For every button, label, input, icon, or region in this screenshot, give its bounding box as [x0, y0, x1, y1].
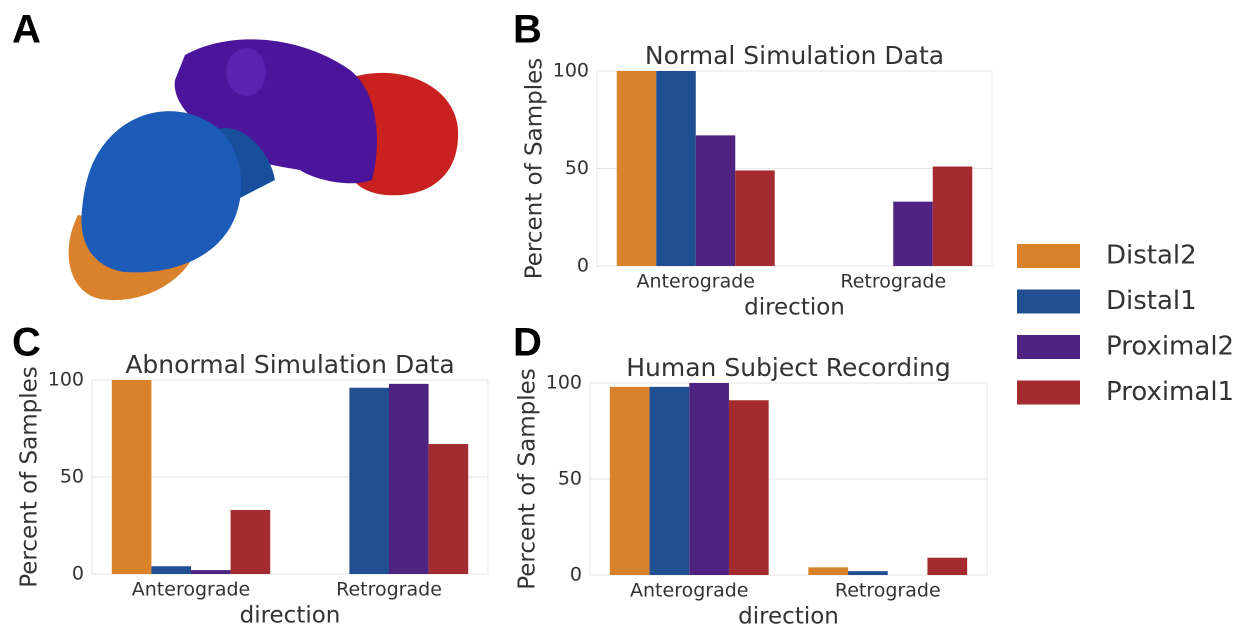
- y-tick-label: 100: [546, 372, 582, 394]
- x-tick-label: Anterograde: [630, 580, 748, 602]
- panel-label: A: [12, 8, 41, 52]
- x-tick-label: Anterograde: [132, 579, 250, 601]
- y-axis-label: Percent of Samples: [522, 58, 548, 280]
- bar: [728, 400, 769, 575]
- legend-label: Distal1: [1106, 286, 1197, 316]
- y-tick-label: 0: [570, 564, 582, 586]
- legend-swatch: [1017, 289, 1080, 314]
- y-tick-label: 0: [577, 255, 589, 277]
- panel-label: C: [12, 321, 41, 365]
- chart-title: Human Subject Recording: [626, 353, 951, 382]
- x-tick-label: Retrograde: [835, 580, 941, 602]
- bar: [349, 387, 389, 574]
- legend-label: Proximal1: [1106, 377, 1234, 407]
- y-tick-label: 50: [60, 466, 84, 488]
- y-tick-label: 50: [558, 468, 582, 490]
- x-tick-label: Retrograde: [840, 271, 946, 293]
- chart-title: Abnormal Simulation Data: [125, 350, 454, 379]
- bar: [111, 380, 152, 574]
- stomach-render: [68, 39, 459, 301]
- bar: [616, 71, 657, 266]
- bar: [649, 386, 690, 575]
- legend-swatch: [1017, 335, 1080, 359]
- legend-label: Distal2: [1106, 241, 1197, 271]
- bar: [389, 383, 429, 574]
- panel-label: D: [513, 321, 542, 365]
- legend-swatch: [1017, 244, 1080, 268]
- bar: [428, 444, 469, 574]
- x-axis-label: direction: [744, 295, 845, 321]
- y-axis-label: Percent of Samples: [17, 366, 43, 588]
- legend-label: Proximal2: [1106, 332, 1234, 362]
- bar: [808, 567, 849, 575]
- y-tick-label: 100: [553, 60, 589, 82]
- bar: [893, 201, 933, 266]
- bar: [151, 566, 191, 574]
- panel-label: B: [513, 8, 542, 52]
- x-tick-label: Anterograde: [637, 271, 755, 293]
- bar: [735, 170, 775, 266]
- bar: [848, 571, 888, 575]
- bar: [191, 570, 231, 574]
- y-tick-label: 100: [48, 369, 84, 391]
- x-axis-label: direction: [240, 603, 341, 628]
- bar: [609, 386, 650, 575]
- y-tick-label: 50: [565, 157, 589, 179]
- x-axis-label: direction: [738, 604, 839, 628]
- chart-title: Normal Simulation Data: [645, 41, 944, 70]
- bar: [932, 166, 973, 266]
- bar: [695, 135, 736, 266]
- bar: [927, 557, 968, 575]
- bar: [656, 71, 696, 266]
- legend-swatch: [1017, 380, 1080, 405]
- y-tick-label: 0: [72, 563, 84, 585]
- y-axis-label: Percent of Samples: [515, 368, 541, 590]
- bar: [689, 383, 729, 575]
- x-tick-label: Retrograde: [336, 579, 442, 601]
- bar: [230, 509, 271, 574]
